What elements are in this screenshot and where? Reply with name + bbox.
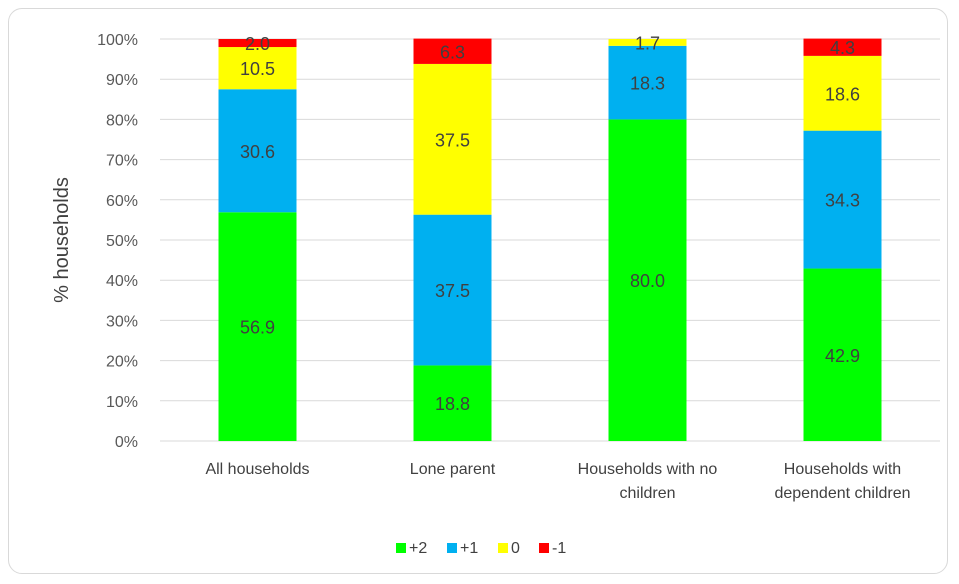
bar-segment-plus1 (218, 89, 297, 213)
data-label: 42.9 (825, 346, 860, 366)
data-label: 34.3 (825, 191, 860, 211)
data-label: 18.3 (630, 74, 665, 94)
y-tick-label: 20% (106, 354, 138, 371)
bar-segment-minus1 (413, 38, 492, 64)
bar-segment-plus1 (413, 214, 492, 366)
bar-segment-plus2 (803, 268, 882, 441)
bar-segment-plus2 (608, 119, 687, 442)
x-category-label: children (619, 485, 675, 502)
data-label: 37.5 (435, 130, 470, 150)
bar-segment-plus2 (218, 212, 297, 441)
y-tick-label: 10% (106, 394, 138, 411)
y-tick-label: 60% (106, 193, 138, 210)
data-label: 1.7 (635, 33, 660, 53)
bar-segment-minus1 (218, 39, 297, 48)
legend-label: -1 (552, 540, 566, 557)
y-tick-label: 30% (106, 313, 138, 330)
data-label: 56.9 (240, 318, 275, 338)
data-label: 4.3 (830, 38, 855, 58)
data-label: 2.0 (245, 34, 270, 54)
bar-segment-plus1 (608, 45, 687, 120)
legend-label: 0 (511, 540, 520, 557)
y-tick-label: 40% (106, 273, 138, 290)
x-category-label: dependent children (774, 485, 910, 502)
legend-swatch (539, 543, 549, 553)
data-label: 37.5 (435, 281, 470, 301)
data-label: 10.5 (240, 59, 275, 79)
legend-label: +1 (460, 540, 478, 557)
x-category-label: All households (205, 461, 309, 478)
bar-segment-plus2 (413, 365, 492, 441)
legend-swatch (498, 543, 508, 553)
y-axis-title: % households (51, 177, 73, 303)
data-label: 6.3 (440, 42, 465, 62)
y-tick-label: 0% (115, 434, 138, 451)
y-tick-label: 70% (106, 153, 138, 170)
data-label: 80.0 (630, 271, 665, 291)
bar-segment-0 (218, 47, 297, 90)
y-tick-label: 90% (106, 72, 138, 89)
bar-segment-plus1 (803, 130, 882, 269)
bar-segment-minus1 (803, 38, 882, 56)
bar-segment-0 (803, 55, 882, 131)
bar-segment-0 (413, 63, 492, 215)
legend-label: +2 (409, 540, 427, 557)
y-tick-label: 100% (97, 32, 138, 49)
legend-swatch (447, 543, 457, 553)
x-category-label: Lone parent (410, 461, 496, 478)
data-label: 30.6 (240, 142, 275, 162)
bar-segment-0 (608, 39, 687, 46)
legend-swatch (396, 543, 406, 553)
x-category-label: Households with (784, 461, 901, 478)
y-tick-label: 80% (106, 112, 138, 129)
x-category-label: Households with no (578, 461, 718, 478)
y-tick-label: 50% (106, 233, 138, 250)
data-label: 18.8 (435, 394, 470, 414)
data-label: 18.6 (825, 84, 860, 104)
